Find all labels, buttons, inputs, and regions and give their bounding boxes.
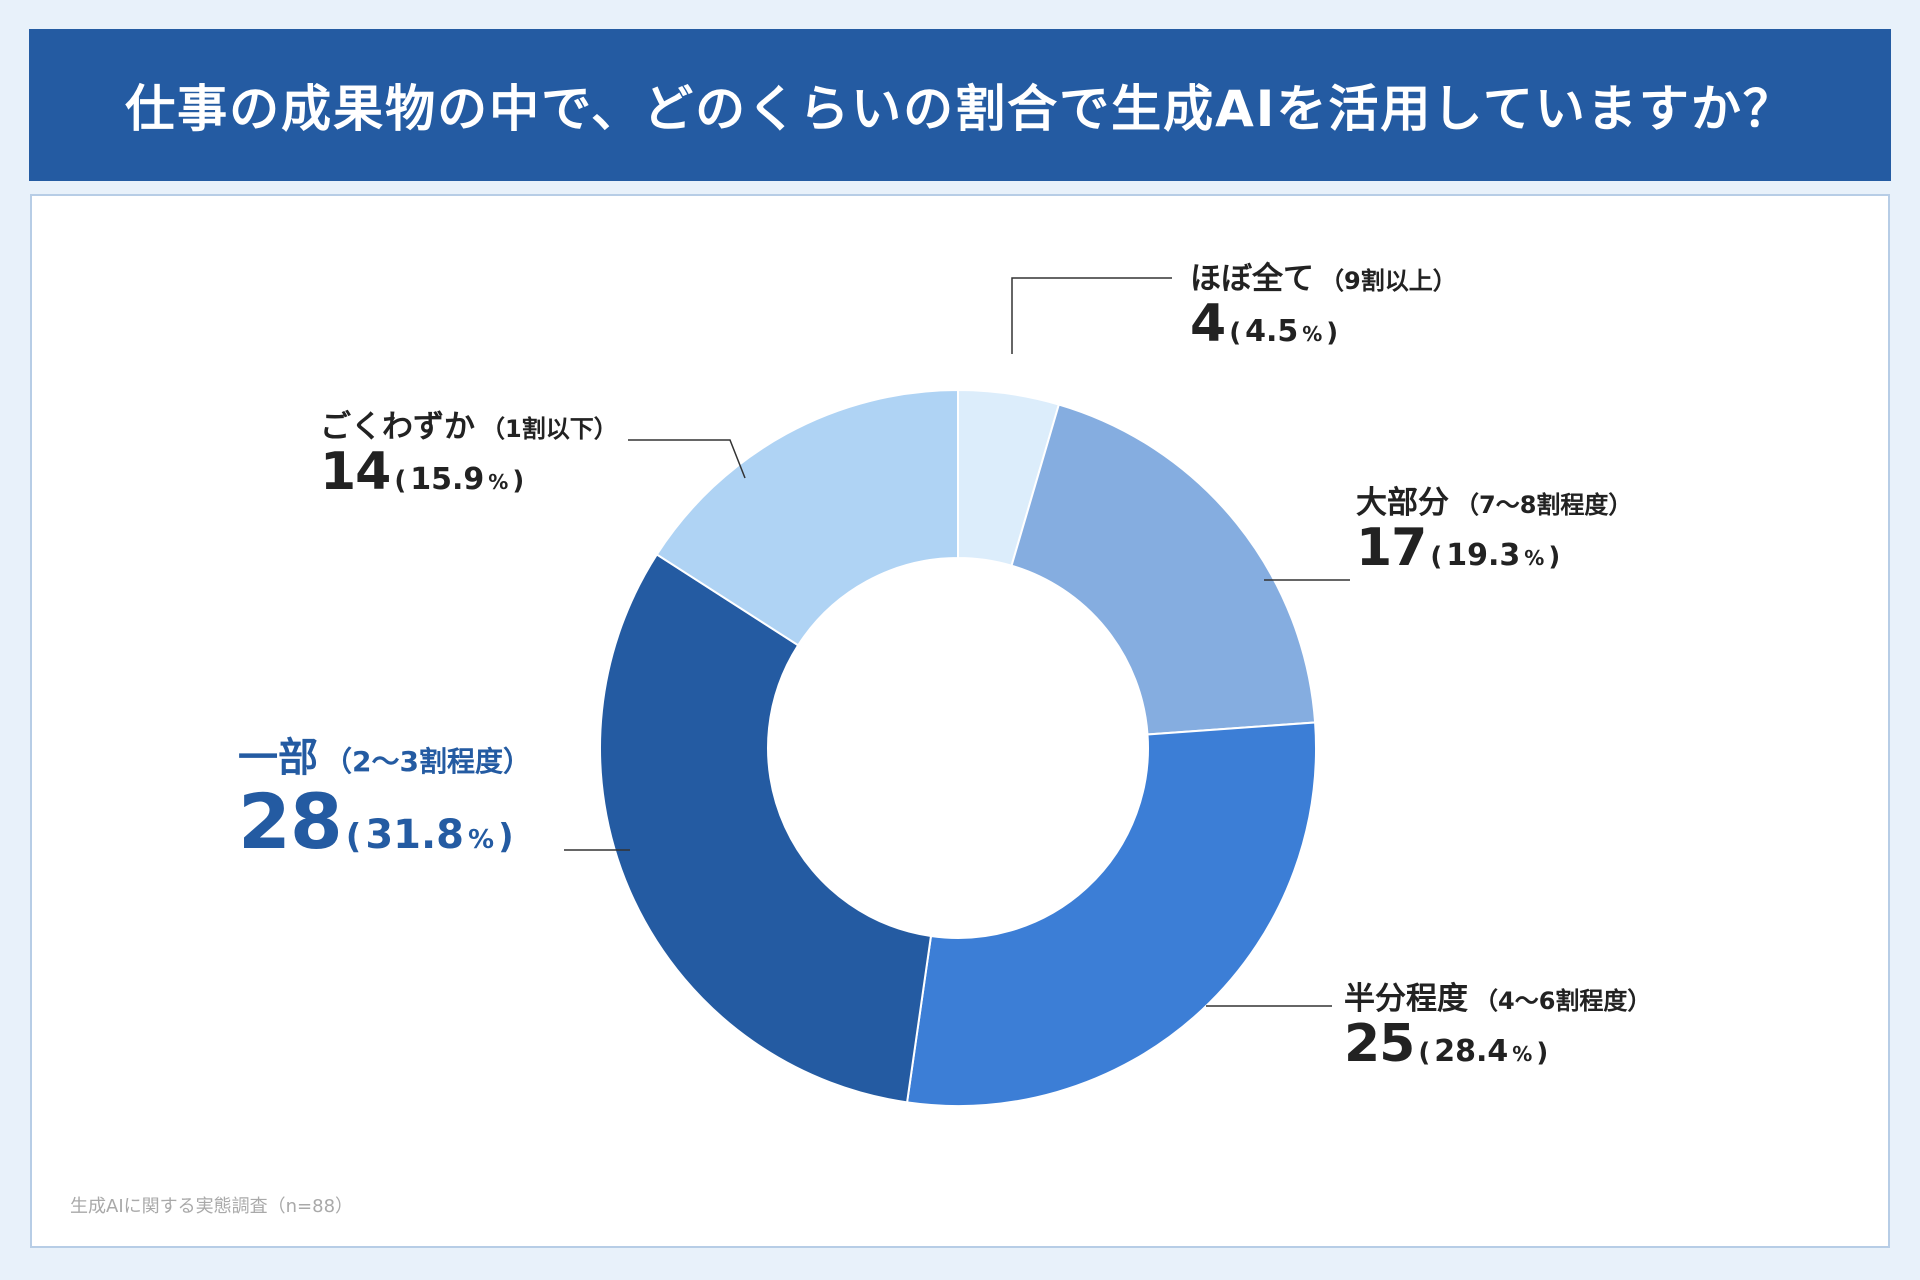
slice-label: ほぼ全て （9割以上） 4(4.5%) xyxy=(1190,262,1457,353)
slice-category-range: （2〜3割程度） xyxy=(324,745,531,778)
slice-percent: 15.9 xyxy=(410,462,485,498)
slice-value: 28(31.8%) xyxy=(238,777,514,866)
slice-label: 一部 （2〜3割程度） 28(31.8%) xyxy=(238,736,531,864)
slice-value: 17(19.3%) xyxy=(1356,518,1561,579)
slice-category: 一部 （2〜3割程度） xyxy=(238,736,531,780)
slice-percent: 19.3 xyxy=(1446,538,1521,574)
slice-percent: 31.8 xyxy=(365,812,465,858)
slice-category: 大部分 （7〜8割程度） xyxy=(1356,486,1632,520)
slice-category-name: 大部分 xyxy=(1356,485,1449,521)
slice-category-name: ほぼ全て xyxy=(1190,261,1314,297)
slice-value: 4(4.5%) xyxy=(1190,294,1339,355)
slice-value: 25(28.4%) xyxy=(1344,1014,1549,1075)
title-bar: 仕事の成果物の中で、どのくらいの割合で生成AIを活用していますか？ xyxy=(29,29,1891,181)
slice-category-range: （9割以上） xyxy=(1320,267,1457,295)
donut-slice xyxy=(599,553,933,1104)
slice-category: ほぼ全て （9割以上） xyxy=(1190,262,1457,296)
slice-category: ごくわずか （1割以下） xyxy=(320,410,618,444)
source-note: 生成AIに関する実態調査（n=88） xyxy=(70,1196,354,1217)
leader-line xyxy=(628,439,746,479)
slice-label: ごくわずか （1割以下） 14(15.9%) xyxy=(320,410,618,501)
chart-title: 仕事の成果物の中で、どのくらいの割合で生成AIを活用していますか？ xyxy=(125,80,1795,138)
donut-chart xyxy=(564,277,1350,1107)
slice-category: 半分程度 （4〜6割程度） xyxy=(1344,982,1651,1016)
slice-count: 17 xyxy=(1356,518,1427,579)
leader-line xyxy=(1011,277,1172,354)
donut-slice xyxy=(1010,403,1317,736)
slice-category-name: 半分程度 xyxy=(1344,981,1468,1017)
slice-count: 4 xyxy=(1190,294,1226,355)
slice-category-range: （7〜8割程度） xyxy=(1455,491,1633,519)
slice-value: 14(15.9%) xyxy=(320,442,525,503)
donut-slice xyxy=(905,721,1317,1107)
slice-label: 半分程度 （4〜6割程度） 25(28.4%) xyxy=(1344,982,1651,1073)
donut-slice xyxy=(655,388,959,647)
slice-count: 25 xyxy=(1344,1014,1415,1075)
slice-category-name: ごくわずか xyxy=(320,409,475,445)
chart-panel: ほぼ全て （9割以上） 4(4.5%) 大部分 （7〜8割程度） 17(19.3%) 半分程… xyxy=(30,194,1890,1248)
slice-percent: 28.4 xyxy=(1434,1034,1509,1070)
slice-count: 28 xyxy=(238,777,343,866)
slice-category-range: （1割以下） xyxy=(481,415,618,443)
slice-category-name: 一部 xyxy=(238,735,318,781)
slice-percent: 4.5 xyxy=(1245,314,1299,350)
slice-count: 14 xyxy=(320,442,391,503)
slice-label: 大部分 （7〜8割程度） 17(19.3%) xyxy=(1356,486,1632,577)
slice-category-range: （4〜6割程度） xyxy=(1474,987,1652,1015)
